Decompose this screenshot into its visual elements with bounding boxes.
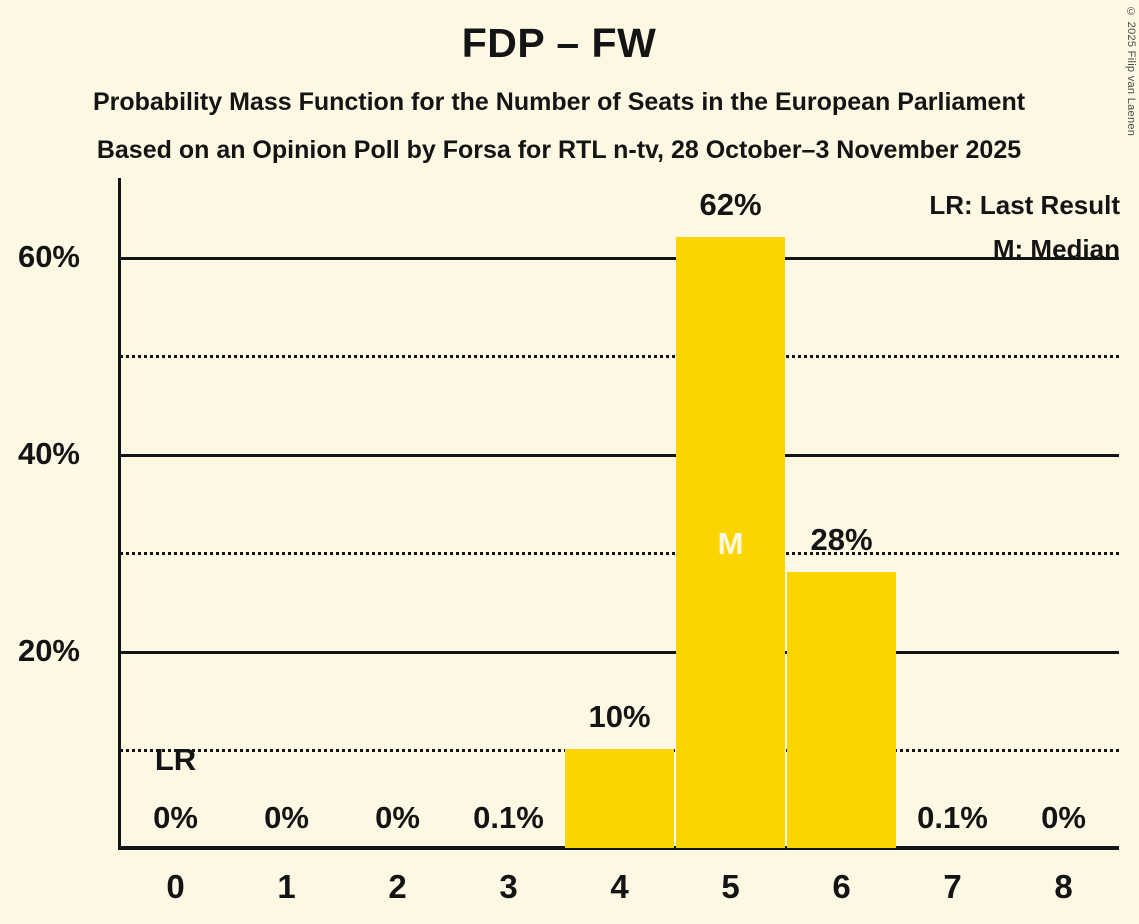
legend-item-last-result: LR: Last Result — [929, 190, 1120, 220]
bar-value-label: 10% — [588, 699, 651, 735]
x-axis-tick-label: 7 — [943, 868, 962, 905]
median-marker: M — [717, 526, 744, 561]
bar-value-label: 0.1% — [473, 800, 544, 835]
last-result-marker: LR — [154, 742, 197, 777]
y-axis-tick-label: 40% — [17, 435, 80, 471]
bar — [565, 749, 674, 848]
chart-subtitle-primary: Probability Mass Function for the Number… — [92, 88, 1026, 116]
copyright-notice: © 2025 Filip van Laenen — [1125, 6, 1137, 137]
gridline-minor — [120, 355, 1119, 359]
bar-value-label: 28% — [810, 522, 873, 558]
x-axis-tick-label: 8 — [1054, 868, 1073, 905]
x-axis-tick-label: 1 — [277, 868, 296, 905]
x-axis-tick-label: 0 — [166, 868, 185, 905]
plot-area: 20% 40% 60% 0% 0% 0% 0.1% 10% 62% 28% 0.1% 0% M LR — [18, 178, 1119, 848]
chart-legend: LR: Last Result M: Median — [929, 183, 1120, 271]
bar-value-label: 0% — [264, 800, 309, 835]
bar-value-label: 0.1% — [917, 800, 988, 835]
gridline-major — [120, 453, 1119, 457]
chart-subtitle-source: Based on an Opinion Poll by Forsa for RT… — [96, 136, 1022, 164]
y-axis-line — [118, 178, 121, 850]
y-axis-tick-label: 20% — [17, 632, 80, 668]
gridline-major — [120, 256, 1119, 260]
y-axis-tick-label: 60% — [17, 238, 80, 274]
page-title: FDP – FW — [461, 20, 657, 66]
x-axis-tick-label: 3 — [499, 868, 518, 905]
bar-value-label: 62% — [699, 187, 762, 223]
bar-value-label: 0% — [153, 800, 198, 835]
x-axis-tick-label: 4 — [610, 868, 629, 905]
gridline-minor — [120, 552, 1119, 556]
bar — [787, 572, 896, 848]
gridline-major — [120, 650, 1119, 654]
x-axis-tick-label: 5 — [721, 868, 740, 905]
x-axis-tick-label: 2 — [388, 868, 407, 905]
bar-value-label: 0% — [1041, 800, 1086, 835]
x-axis-tick-label: 6 — [832, 868, 851, 905]
bar-value-label: 0% — [375, 800, 420, 835]
x-axis-line — [118, 846, 1119, 850]
bar — [676, 237, 785, 848]
